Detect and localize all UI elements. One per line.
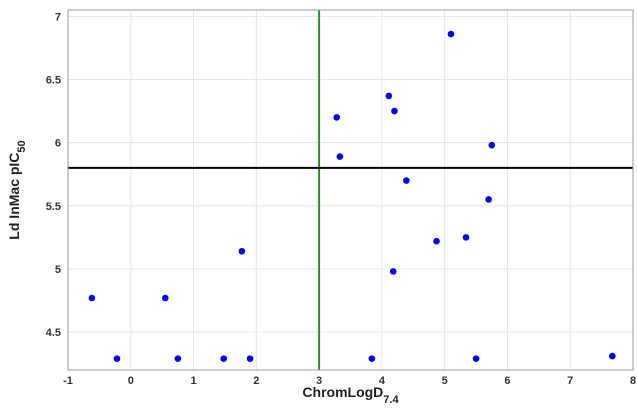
data-point xyxy=(389,268,397,275)
y-tick-label: 4.5 xyxy=(46,327,61,339)
data-point xyxy=(447,30,455,38)
tick-labels: -1 0 1 2 3 4 5 6 7 8 4.5 5 5.5 6 6.5 7 xyxy=(46,11,636,387)
y-tick-label: 5.5 xyxy=(46,201,61,213)
x-tick-label: 0 xyxy=(128,375,134,387)
y-tick-label: 5 xyxy=(55,264,61,276)
data-point xyxy=(238,247,246,255)
data-point xyxy=(333,114,340,121)
data-point xyxy=(174,355,182,362)
data-point xyxy=(246,355,254,362)
x-tick-label: 7 xyxy=(567,375,573,387)
data-point xyxy=(403,177,410,184)
y-axis-title: Ld InMac pIC50 xyxy=(6,140,28,239)
y-tick-label: 6.5 xyxy=(46,74,61,86)
y-axis-title-sub: 50 xyxy=(16,140,28,152)
data-point xyxy=(391,107,398,115)
x-tick-label: -1 xyxy=(63,375,73,387)
x-tick-label: 3 xyxy=(316,375,322,387)
reference-lines xyxy=(68,10,633,370)
x-axis-title: ChromLogD7.4 xyxy=(302,384,399,406)
x-tick-label: 8 xyxy=(630,375,636,387)
data-point xyxy=(488,141,496,149)
data-point xyxy=(485,196,492,203)
data-point xyxy=(462,234,470,241)
data-point xyxy=(220,355,227,362)
x-tick-label: 2 xyxy=(253,375,259,387)
data-point xyxy=(336,153,344,160)
data-point xyxy=(472,355,480,362)
data-point xyxy=(433,237,440,245)
plot-frame xyxy=(67,9,634,371)
x-tick-label: 1 xyxy=(190,375,196,387)
x-tick-label: 6 xyxy=(504,375,510,387)
data-point xyxy=(385,92,393,100)
data-point xyxy=(113,355,121,362)
data-point xyxy=(368,355,376,362)
data-point xyxy=(88,294,96,302)
data-point xyxy=(608,352,616,360)
grid-layer xyxy=(67,10,634,370)
x-axis-title-main: ChromLogD xyxy=(302,384,383,400)
y-axis-title-main: Ld InMac pIC xyxy=(6,153,22,240)
x-axis-title-sub: 7.4 xyxy=(383,394,399,406)
data-point xyxy=(162,294,169,302)
data-points xyxy=(88,30,616,362)
y-tick-label: 6 xyxy=(55,138,61,150)
x-tick-label: 4 xyxy=(379,375,386,387)
x-tick-label: 5 xyxy=(442,375,448,387)
y-tick-label: 7 xyxy=(55,11,61,23)
